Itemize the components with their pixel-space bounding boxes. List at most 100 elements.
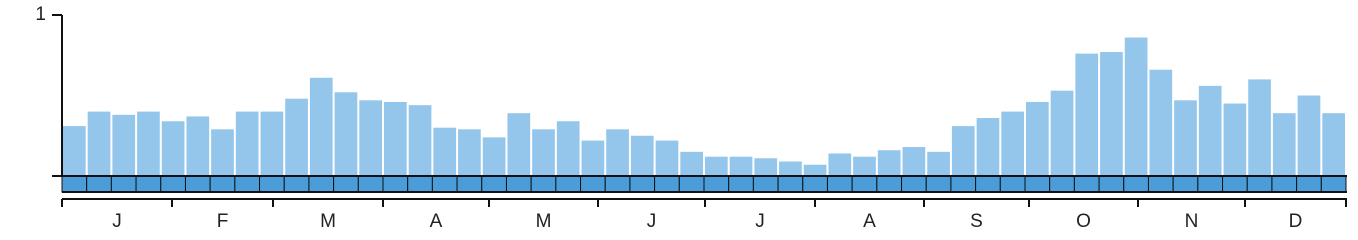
bar bbox=[1026, 101, 1049, 176]
bar bbox=[161, 121, 185, 176]
strip-cell bbox=[184, 175, 211, 193]
strip-cell bbox=[110, 175, 137, 193]
strip-cell bbox=[876, 175, 903, 193]
strip-cell bbox=[777, 175, 804, 193]
bar bbox=[680, 151, 703, 176]
strip-cell bbox=[382, 175, 409, 193]
strip-cell bbox=[703, 175, 730, 193]
bar bbox=[1322, 113, 1345, 176]
strip-cell bbox=[431, 175, 458, 193]
bar bbox=[630, 135, 654, 176]
bar bbox=[902, 147, 926, 176]
bar bbox=[1174, 100, 1197, 176]
bar bbox=[532, 129, 555, 176]
bar bbox=[211, 129, 234, 176]
month-label: J bbox=[112, 211, 122, 232]
strip-cell bbox=[86, 175, 112, 193]
strip-cell bbox=[1147, 175, 1174, 193]
bar bbox=[779, 161, 802, 176]
bar bbox=[112, 114, 136, 176]
bar bbox=[334, 92, 358, 176]
strip-cell bbox=[555, 175, 582, 193]
bar bbox=[803, 164, 827, 176]
strip-cell bbox=[752, 175, 779, 193]
strip-cell bbox=[505, 175, 532, 193]
strip-cell bbox=[1123, 175, 1149, 193]
bar bbox=[260, 111, 284, 176]
strip-cell bbox=[1172, 175, 1199, 193]
strip-cell bbox=[1222, 175, 1248, 193]
strip-cell bbox=[1049, 175, 1075, 193]
strip-cell bbox=[259, 175, 285, 193]
strip-cell bbox=[1098, 175, 1125, 193]
bar bbox=[384, 101, 407, 176]
month-label: J bbox=[755, 211, 765, 232]
strip-cell bbox=[999, 175, 1026, 193]
strip-cell bbox=[851, 175, 878, 193]
strip-cell bbox=[580, 175, 606, 193]
strip-cell bbox=[1024, 175, 1051, 193]
bar bbox=[63, 126, 86, 176]
bar bbox=[482, 137, 506, 176]
bar bbox=[581, 140, 605, 176]
strip-cell bbox=[1271, 175, 1298, 193]
bar bbox=[976, 118, 1000, 176]
strip-cell bbox=[530, 175, 557, 193]
strip-cell bbox=[456, 175, 483, 193]
strip-cell bbox=[333, 175, 359, 193]
bar bbox=[927, 151, 950, 176]
bar bbox=[655, 140, 679, 176]
strip-cell bbox=[1296, 175, 1322, 193]
strip-cell bbox=[1073, 175, 1100, 193]
bar bbox=[433, 127, 457, 176]
bar bbox=[408, 105, 432, 176]
bar bbox=[1050, 90, 1074, 176]
month-label: O bbox=[1076, 211, 1091, 232]
bar bbox=[1223, 103, 1247, 176]
bar bbox=[1124, 37, 1148, 176]
month-label: M bbox=[536, 211, 552, 232]
bar bbox=[828, 153, 852, 176]
strip-cell bbox=[654, 175, 680, 193]
strip-cell bbox=[209, 175, 236, 193]
strip-cell bbox=[481, 175, 507, 193]
strip-cell bbox=[407, 175, 433, 193]
bar bbox=[951, 126, 975, 176]
bar bbox=[1001, 111, 1024, 176]
bar bbox=[285, 98, 308, 176]
bar bbox=[877, 150, 901, 176]
bar bbox=[1272, 113, 1296, 176]
strip-cell bbox=[678, 175, 705, 193]
strip-cell bbox=[1246, 175, 1273, 193]
bar bbox=[87, 111, 111, 176]
bar bbox=[754, 158, 778, 176]
strip-cell bbox=[234, 175, 261, 193]
strip-cell bbox=[802, 175, 828, 193]
bar bbox=[1100, 52, 1123, 176]
strip-cell bbox=[283, 175, 310, 193]
bar bbox=[705, 156, 728, 176]
strip-cell bbox=[160, 175, 186, 193]
bar bbox=[359, 100, 382, 176]
y-tick-label: 1 bbox=[35, 4, 46, 25]
bar bbox=[606, 129, 629, 176]
bar bbox=[1198, 85, 1222, 176]
strip-cell bbox=[925, 175, 952, 193]
month-label: F bbox=[217, 211, 229, 232]
strip-cell bbox=[61, 175, 88, 193]
bar bbox=[1297, 95, 1321, 176]
month-label: S bbox=[970, 211, 983, 232]
month-label: M bbox=[320, 211, 336, 232]
bar bbox=[853, 156, 876, 176]
strip-cell bbox=[1320, 175, 1347, 193]
strip-cell bbox=[604, 175, 631, 193]
strip-cell bbox=[826, 175, 853, 193]
bar bbox=[507, 113, 531, 176]
month-label: N bbox=[1185, 211, 1199, 232]
month-label: A bbox=[863, 211, 876, 232]
strip-cell bbox=[975, 175, 1001, 193]
bar bbox=[458, 129, 481, 176]
strip-cell bbox=[1197, 175, 1224, 193]
strip-cell bbox=[357, 175, 384, 193]
